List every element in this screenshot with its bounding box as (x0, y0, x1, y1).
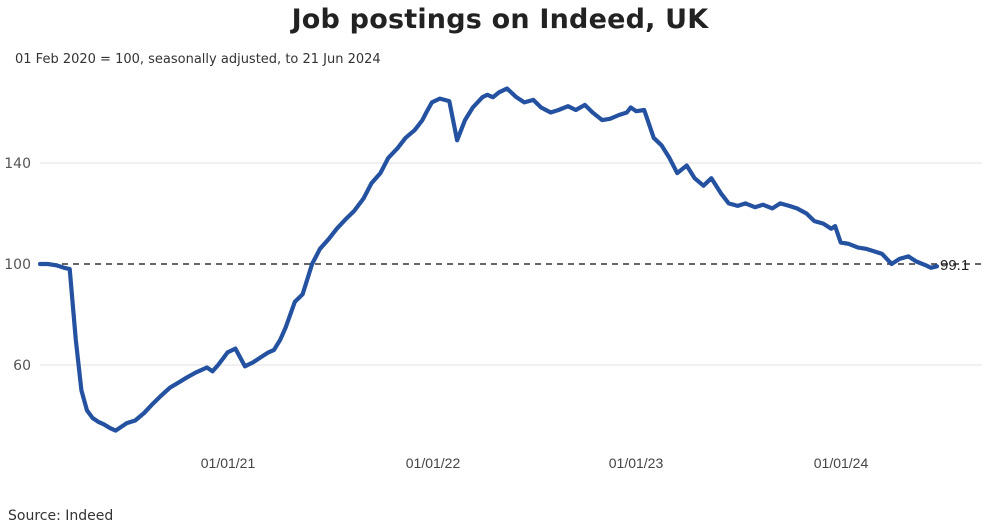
xtick-2021: 01/01/21 (201, 455, 256, 471)
y-axis-labels: 140 100 60 (4, 156, 31, 374)
source-note: Source: Indeed (8, 508, 114, 524)
ytick-140: 140 (4, 156, 31, 172)
ytick-60: 60 (13, 358, 31, 374)
xtick-2022: 01/01/22 (406, 455, 461, 471)
chart-subtitle: 01 Feb 2020 = 100, seasonally adjusted, … (15, 52, 381, 67)
x-axis-labels: 01/01/21 01/01/22 01/01/23 01/01/24 (201, 455, 869, 471)
ytick-100: 100 (4, 257, 31, 273)
xtick-2024: 01/01/24 (814, 455, 869, 471)
end-value-label: 99.1 (940, 257, 969, 274)
chart-title: Job postings on Indeed, UK (291, 4, 709, 35)
series-line (37, 86, 940, 433)
y-gridlines (40, 162, 982, 366)
xtick-2023: 01/01/23 (609, 455, 664, 471)
